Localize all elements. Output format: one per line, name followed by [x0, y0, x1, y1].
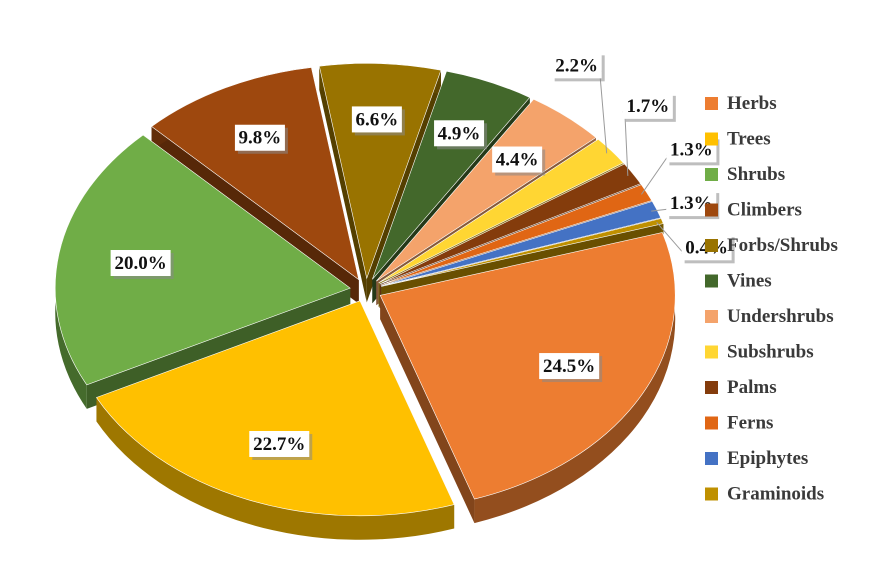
legend-label-subshrubs: Subshrubs: [727, 342, 814, 363]
pie-top-layer: [54, 63, 676, 517]
data-label-climbers: 9.8%: [239, 128, 282, 149]
legend-label-trees: Trees: [727, 129, 771, 150]
data-label-box-palms: [622, 92, 673, 119]
slice-shrubs: [54, 134, 351, 386]
legend-label-climbers: Climbers: [727, 200, 802, 221]
slice-undershrubs: [376, 98, 597, 282]
slice-wall-forbs-shrubs-0: [319, 66, 367, 303]
data-label-herbs: 24.5%: [543, 356, 595, 377]
legend-swatch-forbs-shrubs: [705, 239, 718, 252]
data-label-box-undershrubs: [492, 146, 543, 173]
data-label-box-subshrubs: [551, 52, 602, 79]
data-label-ferns: 1.3%: [670, 139, 713, 160]
slice-epiphytes: [380, 201, 662, 287]
data-label-box-herbs: [539, 353, 600, 380]
legend-swatch-subshrubs: [705, 345, 718, 359]
legend-label-epiphytes: Epiphytes: [727, 448, 808, 469]
legend-swatch-shrubs: [705, 168, 718, 181]
slice-forbs-shrubs: [318, 63, 442, 280]
data-label-box-trees: [249, 430, 310, 457]
slice-trees: [96, 300, 455, 517]
data-label-box-shrubs: [110, 250, 171, 277]
legend-label-forbs-shrubs: Forbs/Shrubs: [727, 235, 838, 256]
legend-swatch-undershrubs: [705, 310, 718, 323]
legend-swatch-vines: [705, 274, 718, 288]
legend-label-palms: Palms: [727, 377, 777, 398]
legend-label-herbs: Herbs: [727, 93, 777, 114]
leader-line-ferns: [641, 154, 670, 195]
legend: Herbs Trees Shrubs Climbers Forbs/Shrubs Vine…: [705, 93, 838, 505]
slice-wall-herbs-1: [380, 295, 475, 524]
data-label-box-climbers: [234, 124, 285, 151]
slice-vines: [372, 70, 531, 280]
data-label-epiphytes: 1.3%: [670, 193, 713, 214]
legend-label-graminoids: Graminoids: [727, 484, 824, 505]
data-label-shrubs: 20.0%: [114, 253, 166, 274]
slice-climbers: [151, 67, 360, 281]
legend-label-undershrubs: Undershrubs: [727, 306, 834, 327]
data-label-trees: 22.7%: [253, 434, 305, 455]
data-label-forbs-shrubs: 6.6%: [355, 109, 398, 130]
legend-swatch-epiphytes: [705, 452, 718, 465]
legend-swatch-ferns: [705, 416, 718, 430]
legend-swatch-trees: [705, 132, 718, 146]
legend-label-ferns: Ferns: [727, 413, 773, 434]
data-label-vines: 4.9%: [438, 123, 481, 144]
data-label-box-vines: [434, 120, 485, 147]
legend-label-shrubs: Shrubs: [727, 164, 785, 185]
slice-subshrubs: [378, 138, 624, 284]
legend-swatch-herbs: [705, 97, 718, 110]
data-label-palms: 1.7%: [626, 96, 669, 117]
legend-swatch-graminoids: [705, 487, 718, 501]
slice-side-herbs: [474, 232, 676, 524]
slice-palms: [379, 163, 642, 285]
data-label-box-forbs-shrubs: [351, 106, 402, 133]
data-label-undershrubs: 4.4%: [496, 150, 539, 171]
data-label-subshrubs: 2.2%: [555, 55, 598, 76]
slice-ferns: [380, 184, 653, 286]
legend-swatch-palms: [705, 381, 718, 394]
legend-swatch-climbers: [705, 203, 718, 217]
slice-side-trees: [96, 397, 455, 540]
slice-herbs: [379, 232, 676, 500]
legend-label-vines: Vines: [727, 271, 772, 292]
slice-graminoids: [381, 218, 664, 287]
